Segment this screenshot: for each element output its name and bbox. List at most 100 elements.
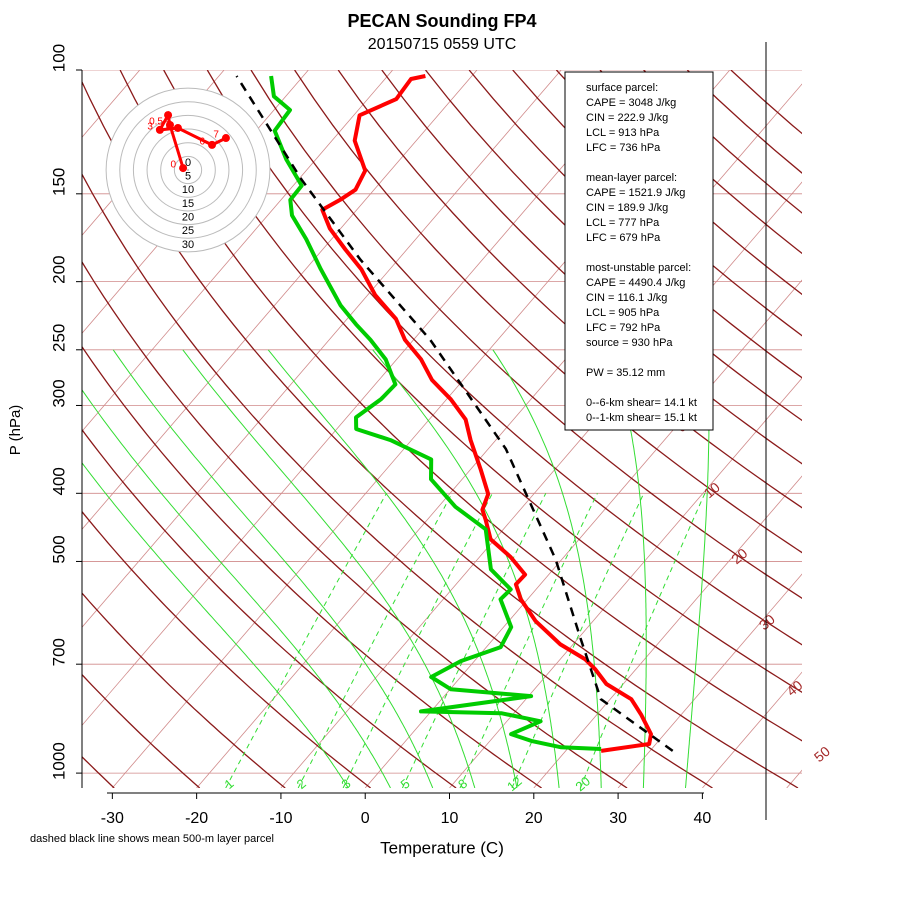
moist-adiabat: [685, 349, 710, 788]
hodograph-ring: [160, 142, 216, 198]
y-axis-label: P (hPa): [7, 405, 24, 456]
dry-adiabat: [294, 70, 802, 554]
stats-text: CAPE = 1521.9 J/kg: [586, 187, 685, 199]
stats-text: CIN = 189.9 J/kg: [586, 202, 668, 214]
hodograph-point: [173, 123, 182, 132]
isotherm: [533, 475, 802, 788]
dry-adiabat: [119, 70, 802, 742]
isotherm: [82, 70, 562, 628]
isotherm: [82, 70, 478, 530]
mixing-ratio-line: [401, 493, 547, 788]
hodograph-ring-label: 30: [182, 239, 194, 251]
stats-text: CAPE = 3048 J/kg: [586, 97, 676, 109]
hodograph-ring: [173, 155, 203, 185]
parcel-line: [235, 75, 674, 752]
stats-text: LFC = 736 hPa: [586, 142, 661, 154]
x-tick-label: 20: [525, 810, 543, 827]
stats-text: PW = 35.12 mm: [586, 367, 665, 379]
x-tick-label: -30: [101, 810, 124, 827]
hodograph-point: [164, 111, 173, 120]
stats-text: LFC = 679 hPa: [586, 232, 661, 244]
hodograph-ring-label: 25: [182, 225, 194, 237]
hodograph-ring-label: 15: [182, 198, 194, 210]
moist-adiabat: [82, 389, 391, 788]
stats-box: [564, 71, 714, 431]
stats-text: LCL = 905 hPa: [586, 307, 660, 319]
stats-text: LCL = 913 hPa: [586, 127, 660, 139]
hodograph-point: [221, 134, 230, 143]
dry-adiabat: [206, 70, 802, 646]
mixing-ratio-line: [225, 493, 387, 788]
hodograph-ring-label: 20: [182, 212, 194, 224]
y-tick-label: 200: [49, 255, 68, 283]
mixing-ratio-line: [511, 493, 645, 788]
footnote: dashed black line shows mean 500-m layer…: [30, 833, 274, 845]
y-tick-label: 100: [49, 44, 68, 72]
x-tick-label: 30: [609, 810, 627, 827]
chart-subtitle: 20150715 0559 UTC: [368, 36, 517, 53]
hodograph-label: 0.5: [149, 117, 163, 128]
stats-text: LFC = 792 hPa: [586, 322, 661, 334]
hodograph-ring: [146, 128, 230, 212]
x-tick-label: 40: [693, 810, 711, 827]
stats-text: 0--1-km shear= 15.1 kt: [586, 412, 697, 424]
chart-title: PECAN Sounding FP4: [348, 11, 537, 31]
dry-adiabat: [424, 70, 802, 422]
y-tick-label: 500: [49, 535, 68, 563]
y-tick-label: 700: [49, 638, 68, 666]
hodograph-ring-label: 0: [185, 157, 191, 169]
stats-text: CAPE = 4490.4 J/kg: [586, 277, 685, 289]
y-tick-label: 150: [49, 168, 68, 196]
y-tick-label: 300: [49, 379, 68, 407]
stats-text: 0--6-km shear= 14.1 kt: [586, 397, 697, 409]
hodograph-ring: [187, 169, 189, 171]
stats-text: source = 930 hPa: [586, 337, 673, 349]
stats-text: LCL = 777 hPa: [586, 217, 660, 229]
moist-adiabat: [267, 349, 518, 788]
dry-adiabat: [82, 673, 201, 788]
profile-line: [269, 75, 602, 751]
y-tick-label: 1000: [49, 742, 68, 780]
moist-adiabat: [112, 349, 434, 788]
moist-adiabat: [182, 349, 476, 788]
plot: 1001502002503004005007001000010203040501…: [49, 44, 833, 827]
x-tick-label: 10: [441, 810, 459, 827]
hodograph-point: [165, 120, 174, 129]
dry-adiabat: [82, 510, 372, 788]
hodograph-label: 3: [147, 122, 153, 133]
y-tick-label: 400: [49, 467, 68, 495]
mixing-ratio-line: [297, 493, 453, 788]
isotherm: [82, 70, 646, 726]
hodograph-point: [208, 140, 217, 149]
x-tick-label: -20: [185, 810, 208, 827]
moist-adiabat: [82, 462, 349, 788]
x-axis-label: Temperature (C): [380, 838, 504, 857]
dry-adiabat: [250, 70, 802, 599]
mixing-ratio-line: [459, 493, 598, 788]
x-tick-label: 0: [361, 810, 370, 827]
hodograph-label: 1: [165, 120, 171, 131]
x-tick-label: -10: [269, 810, 292, 827]
isotherm: [617, 573, 802, 788]
hodograph-point: [155, 125, 164, 134]
stats-text: mean-layer parcel:: [586, 172, 677, 184]
hodograph-ring: [119, 101, 257, 239]
dry-adiabat: [82, 592, 286, 788]
hodograph-ring-label: 5: [185, 171, 191, 183]
isotherm: [82, 70, 394, 432]
stats-text: most-unstable parcel:: [586, 262, 691, 274]
profile-line: [320, 74, 653, 753]
stats-text: CIN = 222.9 J/kg: [586, 112, 668, 124]
y-tick-label: 250: [49, 324, 68, 352]
hodograph-ring-label: 10: [182, 184, 194, 196]
hodograph-ring: [132, 114, 244, 226]
dry-adiabat: [82, 345, 542, 788]
hodograph-label: 0: [171, 160, 177, 171]
isotherm: [449, 377, 802, 788]
hodograph-label: 7: [213, 130, 219, 141]
moist-adiabat: [492, 349, 602, 788]
stats-text: surface parcel:: [586, 82, 658, 94]
hodograph-point: [179, 164, 188, 173]
dry-adiabat: [82, 428, 457, 788]
